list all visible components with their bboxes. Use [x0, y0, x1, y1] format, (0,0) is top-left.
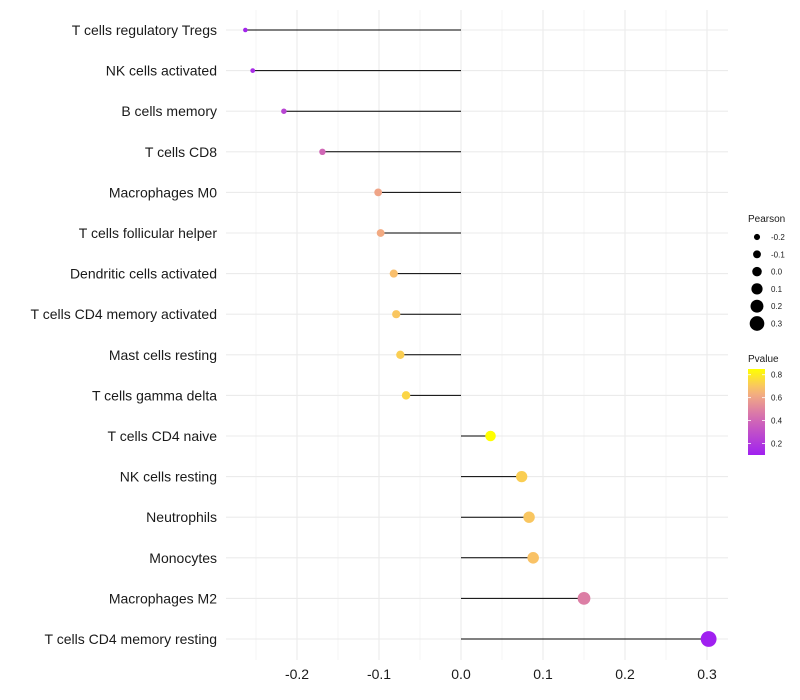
lollipop-point [319, 148, 326, 156]
lollipop-point [516, 470, 528, 483]
lollipop-point [281, 108, 287, 114]
size-legend-key [751, 283, 763, 295]
color-legend: Pvalue 0.8 0.6 0.4 0.2 [748, 354, 783, 455]
lollipop-point [523, 511, 535, 523]
lollipop-point [374, 188, 383, 197]
lollipop-point [527, 552, 539, 564]
color-legend-bar [748, 369, 765, 455]
color-legend-label: 0.6 [771, 394, 783, 403]
y-tick-label: T cells gamma delta [92, 387, 217, 403]
lollipop-point [485, 430, 496, 442]
size-legend-key [753, 233, 761, 241]
y-tick-label: T cells CD8 [145, 144, 217, 160]
size-legend-key [749, 316, 765, 331]
size-legend-key [753, 250, 761, 259]
size-legend-label: 0.2 [771, 302, 783, 311]
lollipop-point [396, 350, 405, 359]
y-tick-label: Macrophages M0 [109, 184, 217, 200]
y-tick-label: Monocytes [149, 550, 217, 566]
color-legend-title: Pvalue [748, 354, 779, 365]
lollipop-point [577, 592, 591, 605]
size-legend-label: -0.1 [771, 250, 785, 259]
size-legend-key [752, 266, 762, 277]
size-legend-label: 0.3 [771, 320, 783, 329]
y-tick-label: Mast cells resting [109, 347, 217, 363]
size-legend: Pearson -0.2 -0.1 0.0 0.1 0.2 0.3 [748, 214, 785, 331]
lollipop-point [389, 269, 398, 278]
x-tick-label: 0.2 [615, 666, 635, 682]
size-legend-label: -0.2 [771, 233, 785, 242]
lollipop-point [243, 27, 248, 33]
grid [226, 10, 728, 660]
y-tick-label: NK cells activated [106, 63, 217, 79]
lollipop-point [376, 229, 385, 237]
size-legend-label: 0.0 [771, 268, 783, 277]
y-tick-label: NK cells resting [120, 469, 217, 485]
lollipop-point [401, 391, 411, 400]
lollipop-point [392, 310, 401, 319]
color-legend-label: 0.2 [771, 440, 783, 449]
y-tick-label: B cells memory [121, 103, 217, 119]
y-tick-label: Dendritic cells activated [70, 266, 217, 282]
size-legend-title: Pearson [748, 214, 785, 225]
points [243, 27, 717, 647]
y-tick-label: Neutrophils [146, 509, 217, 525]
x-tick-label: 0.0 [451, 666, 471, 682]
segments [245, 29, 709, 640]
y-tick-label: T cells follicular helper [79, 225, 218, 241]
y-tick-label: T cells regulatory Tregs [72, 22, 217, 38]
lollipop-point [700, 631, 717, 647]
y-axis-labels: T cells regulatory Tregs NK cells activat… [31, 22, 218, 647]
x-tick-label: 0.1 [533, 666, 553, 682]
y-tick-label: T cells CD4 memory activated [31, 306, 217, 322]
size-legend-key [750, 299, 764, 313]
x-tick-label: -0.2 [285, 666, 309, 682]
x-axis-labels: -0.2 -0.1 0.0 0.1 0.2 0.3 [285, 666, 717, 682]
color-legend-label: 0.8 [771, 371, 783, 380]
size-legend-label: 0.1 [771, 285, 783, 294]
y-tick-label: T cells CD4 naive [108, 428, 218, 444]
y-tick-label: T cells CD4 memory resting [45, 631, 217, 647]
x-tick-label: 0.3 [697, 666, 717, 682]
y-tick-label: Macrophages M2 [109, 590, 217, 606]
lollipop-point [250, 68, 256, 73]
x-tick-label: -0.1 [367, 666, 391, 682]
color-legend-label: 0.4 [771, 417, 783, 426]
